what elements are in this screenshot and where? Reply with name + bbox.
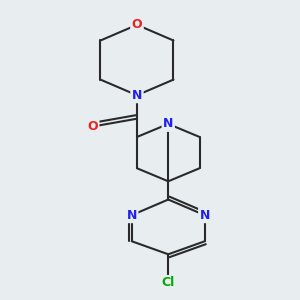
Text: O: O [132,18,142,32]
Text: N: N [200,209,210,222]
Text: N: N [132,89,142,102]
Text: Cl: Cl [162,277,175,290]
Text: O: O [87,120,98,133]
Text: N: N [163,117,173,130]
Text: N: N [127,209,137,222]
